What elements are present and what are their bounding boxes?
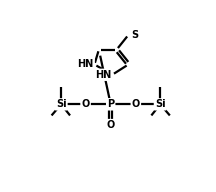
Text: HN: HN (95, 70, 111, 80)
Text: O: O (132, 99, 140, 109)
Text: HN: HN (78, 60, 94, 70)
Text: O: O (106, 120, 115, 130)
Text: P: P (107, 99, 114, 109)
Text: P: P (107, 99, 114, 109)
Text: HN: HN (78, 60, 94, 70)
Text: Si: Si (155, 99, 165, 109)
Text: O: O (132, 99, 140, 109)
Text: O: O (106, 120, 115, 130)
Text: Si: Si (56, 99, 67, 109)
Text: S: S (131, 30, 138, 40)
Text: O: O (81, 99, 90, 109)
Text: O: O (81, 99, 90, 109)
Text: Si: Si (56, 99, 67, 109)
Text: Si: Si (155, 99, 165, 109)
Text: HN: HN (95, 70, 111, 80)
Text: S: S (131, 30, 138, 40)
